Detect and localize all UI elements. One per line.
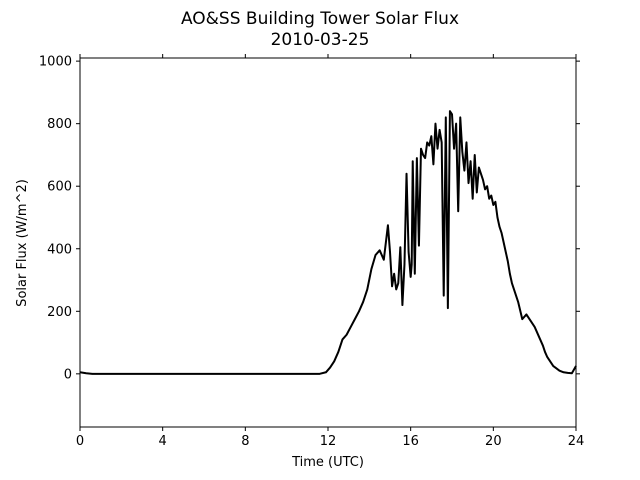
x-tick-label: 20 xyxy=(485,434,502,449)
plot-frame xyxy=(79,57,577,428)
y-tick-label: 0 xyxy=(64,367,72,382)
x-tick-label: 4 xyxy=(159,434,167,449)
x-tick-label: 16 xyxy=(402,434,419,449)
chart-title: AO&SS Building Tower Solar Flux xyxy=(181,9,459,29)
chart-subtitle: 2010-03-25 xyxy=(271,30,370,50)
plot-area xyxy=(79,57,577,428)
y-tick-label: 800 xyxy=(47,117,72,132)
y-tick-label: 600 xyxy=(47,180,72,195)
x-tick-label: 8 xyxy=(241,434,249,449)
x-tick-label: 12 xyxy=(320,434,337,449)
x-tick-label: 0 xyxy=(76,434,84,449)
x-axis-ticks: 0 4 8 12 16 20 24 xyxy=(76,54,584,449)
y-axis-ticks: 0 200 400 600 800 1000 xyxy=(39,55,580,382)
x-tick-label: 24 xyxy=(568,434,585,449)
y-axis-label: Solar Flux (W/m^2) xyxy=(15,179,30,307)
y-tick-label: 1000 xyxy=(39,55,72,70)
x-axis-label: Time (UTC) xyxy=(291,455,364,470)
solar-flux-line xyxy=(79,110,577,375)
y-tick-label: 400 xyxy=(47,242,72,257)
y-tick-label: 200 xyxy=(47,305,72,320)
